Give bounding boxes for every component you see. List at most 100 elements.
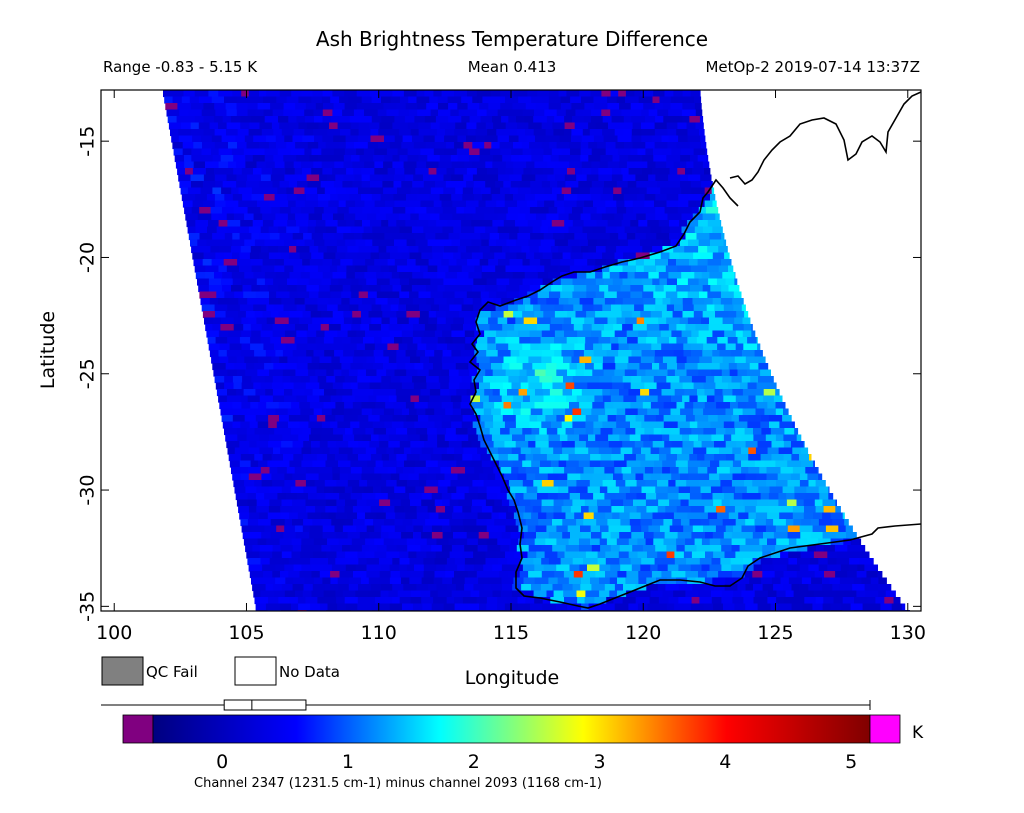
data-pixel bbox=[592, 226, 607, 234]
data-pixel bbox=[249, 571, 264, 579]
data-pixel bbox=[696, 545, 711, 553]
data-pixel bbox=[835, 571, 848, 579]
data-pixel bbox=[451, 350, 462, 358]
data-pixel bbox=[423, 564, 437, 572]
data-pixel bbox=[248, 90, 260, 98]
data-pixel bbox=[392, 285, 402, 293]
data-pixel bbox=[602, 129, 616, 137]
data-pixel bbox=[278, 226, 287, 234]
data-pixel bbox=[505, 252, 517, 260]
data-pixel bbox=[291, 538, 302, 546]
data-pixel bbox=[445, 506, 454, 514]
data-pixel bbox=[561, 441, 576, 449]
data-pixel bbox=[423, 226, 436, 234]
data-pixel bbox=[545, 369, 557, 377]
data-pixel bbox=[664, 350, 675, 358]
data-pixel bbox=[646, 577, 657, 585]
data-pixel bbox=[801, 519, 812, 527]
data-pixel bbox=[771, 551, 781, 559]
data-pixel bbox=[518, 291, 528, 299]
data-pixel bbox=[371, 317, 383, 325]
data-pixel bbox=[686, 161, 695, 169]
data-pixel bbox=[651, 135, 662, 143]
data-pixel bbox=[590, 454, 602, 462]
data-pixel bbox=[529, 246, 540, 254]
data-pixel bbox=[518, 330, 531, 338]
data-pixel bbox=[272, 551, 283, 559]
data-pixel bbox=[712, 298, 722, 306]
data-pixel bbox=[540, 337, 555, 345]
data-pixel bbox=[252, 155, 266, 163]
data-pixel bbox=[641, 90, 654, 98]
data-pixel bbox=[839, 577, 855, 585]
data-pixel bbox=[661, 343, 673, 351]
data-pixel bbox=[203, 116, 215, 124]
data-pixel bbox=[483, 564, 493, 572]
data-pixel bbox=[309, 402, 325, 410]
data-pixel bbox=[230, 116, 241, 124]
data-pixel bbox=[780, 467, 794, 475]
data-pixel bbox=[645, 116, 656, 124]
data-pixel bbox=[620, 519, 631, 527]
data-pixel bbox=[565, 545, 580, 553]
data-pixel bbox=[246, 434, 261, 442]
data-pixel bbox=[386, 129, 400, 137]
data-pixel bbox=[325, 493, 340, 501]
data-pixel bbox=[637, 337, 647, 345]
data-pixel bbox=[289, 291, 298, 299]
data-pixel bbox=[655, 207, 666, 215]
data-pixel bbox=[617, 590, 627, 598]
data-pixel bbox=[527, 220, 543, 228]
data-pixel bbox=[443, 187, 456, 195]
data-pixel bbox=[390, 571, 401, 579]
data-pixel bbox=[305, 597, 318, 605]
data-pixel bbox=[342, 337, 352, 345]
data-pixel bbox=[605, 558, 621, 566]
data-pixel bbox=[383, 103, 397, 111]
data-pixel bbox=[288, 421, 301, 429]
data-pixel bbox=[306, 194, 319, 202]
data-pixel bbox=[640, 311, 652, 319]
data-pixel bbox=[511, 148, 524, 156]
data-pixel bbox=[248, 226, 262, 234]
data-pixel bbox=[732, 298, 744, 306]
data-pixel bbox=[377, 142, 391, 150]
data-pixel bbox=[588, 246, 597, 254]
data-pixel bbox=[299, 421, 309, 429]
data-pixel bbox=[411, 447, 423, 455]
data-pixel bbox=[728, 265, 734, 273]
data-pixel bbox=[327, 441, 337, 449]
data-pixel bbox=[325, 499, 337, 507]
data-pixel bbox=[662, 298, 671, 306]
data-pixel bbox=[530, 603, 543, 611]
data-pixel bbox=[471, 311, 480, 319]
data-pixel bbox=[773, 519, 787, 527]
data-pixel bbox=[485, 369, 494, 377]
data-pixel bbox=[618, 551, 630, 559]
data-pixel bbox=[672, 311, 683, 319]
data-pixel bbox=[630, 103, 644, 111]
data-pixel bbox=[488, 103, 501, 111]
data-pixel bbox=[510, 538, 519, 546]
data-pixel bbox=[343, 389, 353, 397]
data-pixel bbox=[344, 597, 359, 605]
data-pixel bbox=[424, 486, 439, 494]
data-pixel bbox=[334, 233, 344, 241]
data-pixel bbox=[394, 506, 405, 514]
data-pixel bbox=[437, 272, 447, 280]
data-pixel bbox=[280, 512, 290, 520]
data-pixel bbox=[353, 571, 367, 579]
data-pixel bbox=[584, 278, 597, 286]
data-pixel bbox=[635, 597, 651, 605]
data-pixel bbox=[598, 337, 611, 345]
data-pixel bbox=[570, 532, 582, 540]
data-pixel bbox=[425, 460, 439, 468]
data-pixel bbox=[306, 174, 320, 182]
data-pixel bbox=[246, 551, 261, 559]
data-pixel bbox=[461, 116, 471, 124]
data-pixel bbox=[469, 155, 481, 163]
data-pixel bbox=[339, 571, 354, 579]
data-pixel bbox=[718, 265, 729, 273]
data-pixel bbox=[813, 590, 825, 598]
data-pixel bbox=[624, 369, 638, 377]
